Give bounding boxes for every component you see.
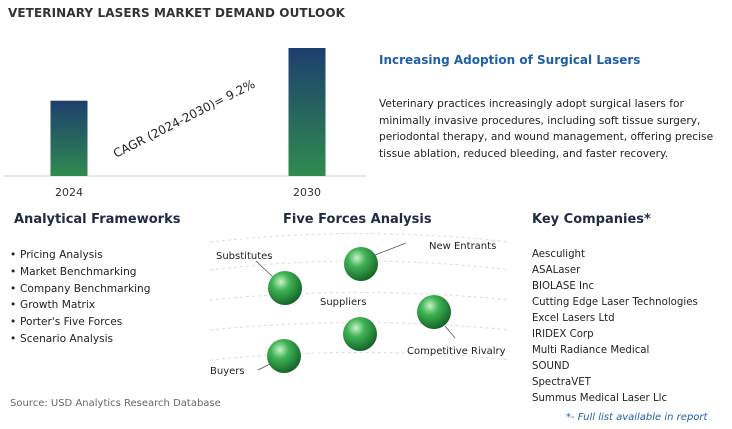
framework-item: • Market Benchmarking (10, 264, 151, 281)
buyers-sphere (267, 339, 301, 373)
headline: Increasing Adoption of Surgical Lasers (379, 53, 641, 67)
suppliers-label: Suppliers (320, 297, 366, 308)
frameworks-list: • Pricing Analysis • Market Benchmarking • Co… (10, 247, 151, 348)
company-item: Summus Medical Laser Llc (532, 393, 668, 405)
new-entrants-label: New Entrants (429, 241, 496, 252)
market-bar-chart: 2024 2030 CAGR (2024-2030)= 9.2% (4, 48, 366, 199)
company-item: BIOLASE Inc (532, 281, 595, 293)
framework-item: • Scenario Analysis (10, 331, 151, 348)
description: Veterinary practices increasingly adopt … (379, 98, 714, 160)
frameworks-title: Analytical Frameworks (14, 212, 181, 227)
bar-2030 (288, 48, 326, 176)
substitutes-label: Substitutes (216, 251, 272, 262)
framework-item: • Pricing Analysis (10, 247, 151, 264)
page-title: VETERINARY LASERS MARKET DEMAND OUTLOOK (8, 6, 346, 20)
competitive-rivalry-sphere (417, 295, 451, 329)
x-tick-label: 2024 (55, 186, 83, 199)
new-entrants-connector (374, 242, 407, 256)
companies-footnote: *- Full list available in report (566, 412, 708, 423)
company-item: Excel Lasers Ltd (532, 313, 615, 325)
competitive-rivalry-label: Competitive Rivalry (407, 346, 506, 357)
new-entrants-sphere (344, 247, 378, 281)
substitutes-sphere (268, 271, 302, 305)
companies-title: Key Companies* (532, 212, 651, 227)
five-forces-diagram: Substitutes New Entrants Suppliers Compe… (209, 233, 511, 377)
framework-item-label: Market Benchmarking (20, 265, 137, 278)
company-item: SOUND (532, 361, 570, 373)
framework-item-label: Pricing Analysis (20, 249, 103, 261)
bullet-icon: • (10, 282, 17, 295)
bar-2024 (50, 100, 88, 176)
framework-item: • Growth Matrix (10, 297, 151, 314)
bullet-icon: • (10, 316, 17, 329)
five-forces-title: Five Forces Analysis (283, 212, 432, 227)
company-item: SpectraVET (532, 377, 591, 389)
company-item: ASALaser (532, 265, 581, 277)
framework-item: • Company Benchmarking (10, 281, 151, 298)
framework-item-label: Scenario Analysis (20, 332, 114, 345)
source-note: Source: USD Analytics Research Database (10, 398, 221, 409)
framework-item: • Porter's Five Forces (10, 314, 151, 331)
suppliers-sphere (343, 317, 377, 351)
bullet-icon: • (10, 265, 17, 278)
cagr-annotation: CAGR (2024-2030)= 9.2% (111, 77, 257, 161)
x-tick-label: 2030 (293, 186, 321, 199)
bullet-icon: • (10, 332, 17, 345)
rivalry-connector (444, 325, 456, 339)
companies-list: Aesculight ASALaser BIOLASE Inc Cutting Edg… (532, 247, 698, 407)
company-item: Aesculight (532, 249, 586, 260)
buyers-label: Buyers (210, 366, 245, 377)
bullet-icon: • (10, 299, 17, 312)
framework-item-label: Growth Matrix (20, 299, 96, 312)
company-item: Multi Radiance Medical (532, 345, 650, 357)
company-item: IRIDEX Corp (532, 329, 594, 341)
framework-item-label: Company Benchmarking (20, 282, 151, 295)
bullet-icon: • (10, 249, 17, 261)
company-item: Cutting Edge Laser Technologies (532, 297, 698, 309)
framework-item-label: Porter's Five Forces (20, 316, 123, 329)
